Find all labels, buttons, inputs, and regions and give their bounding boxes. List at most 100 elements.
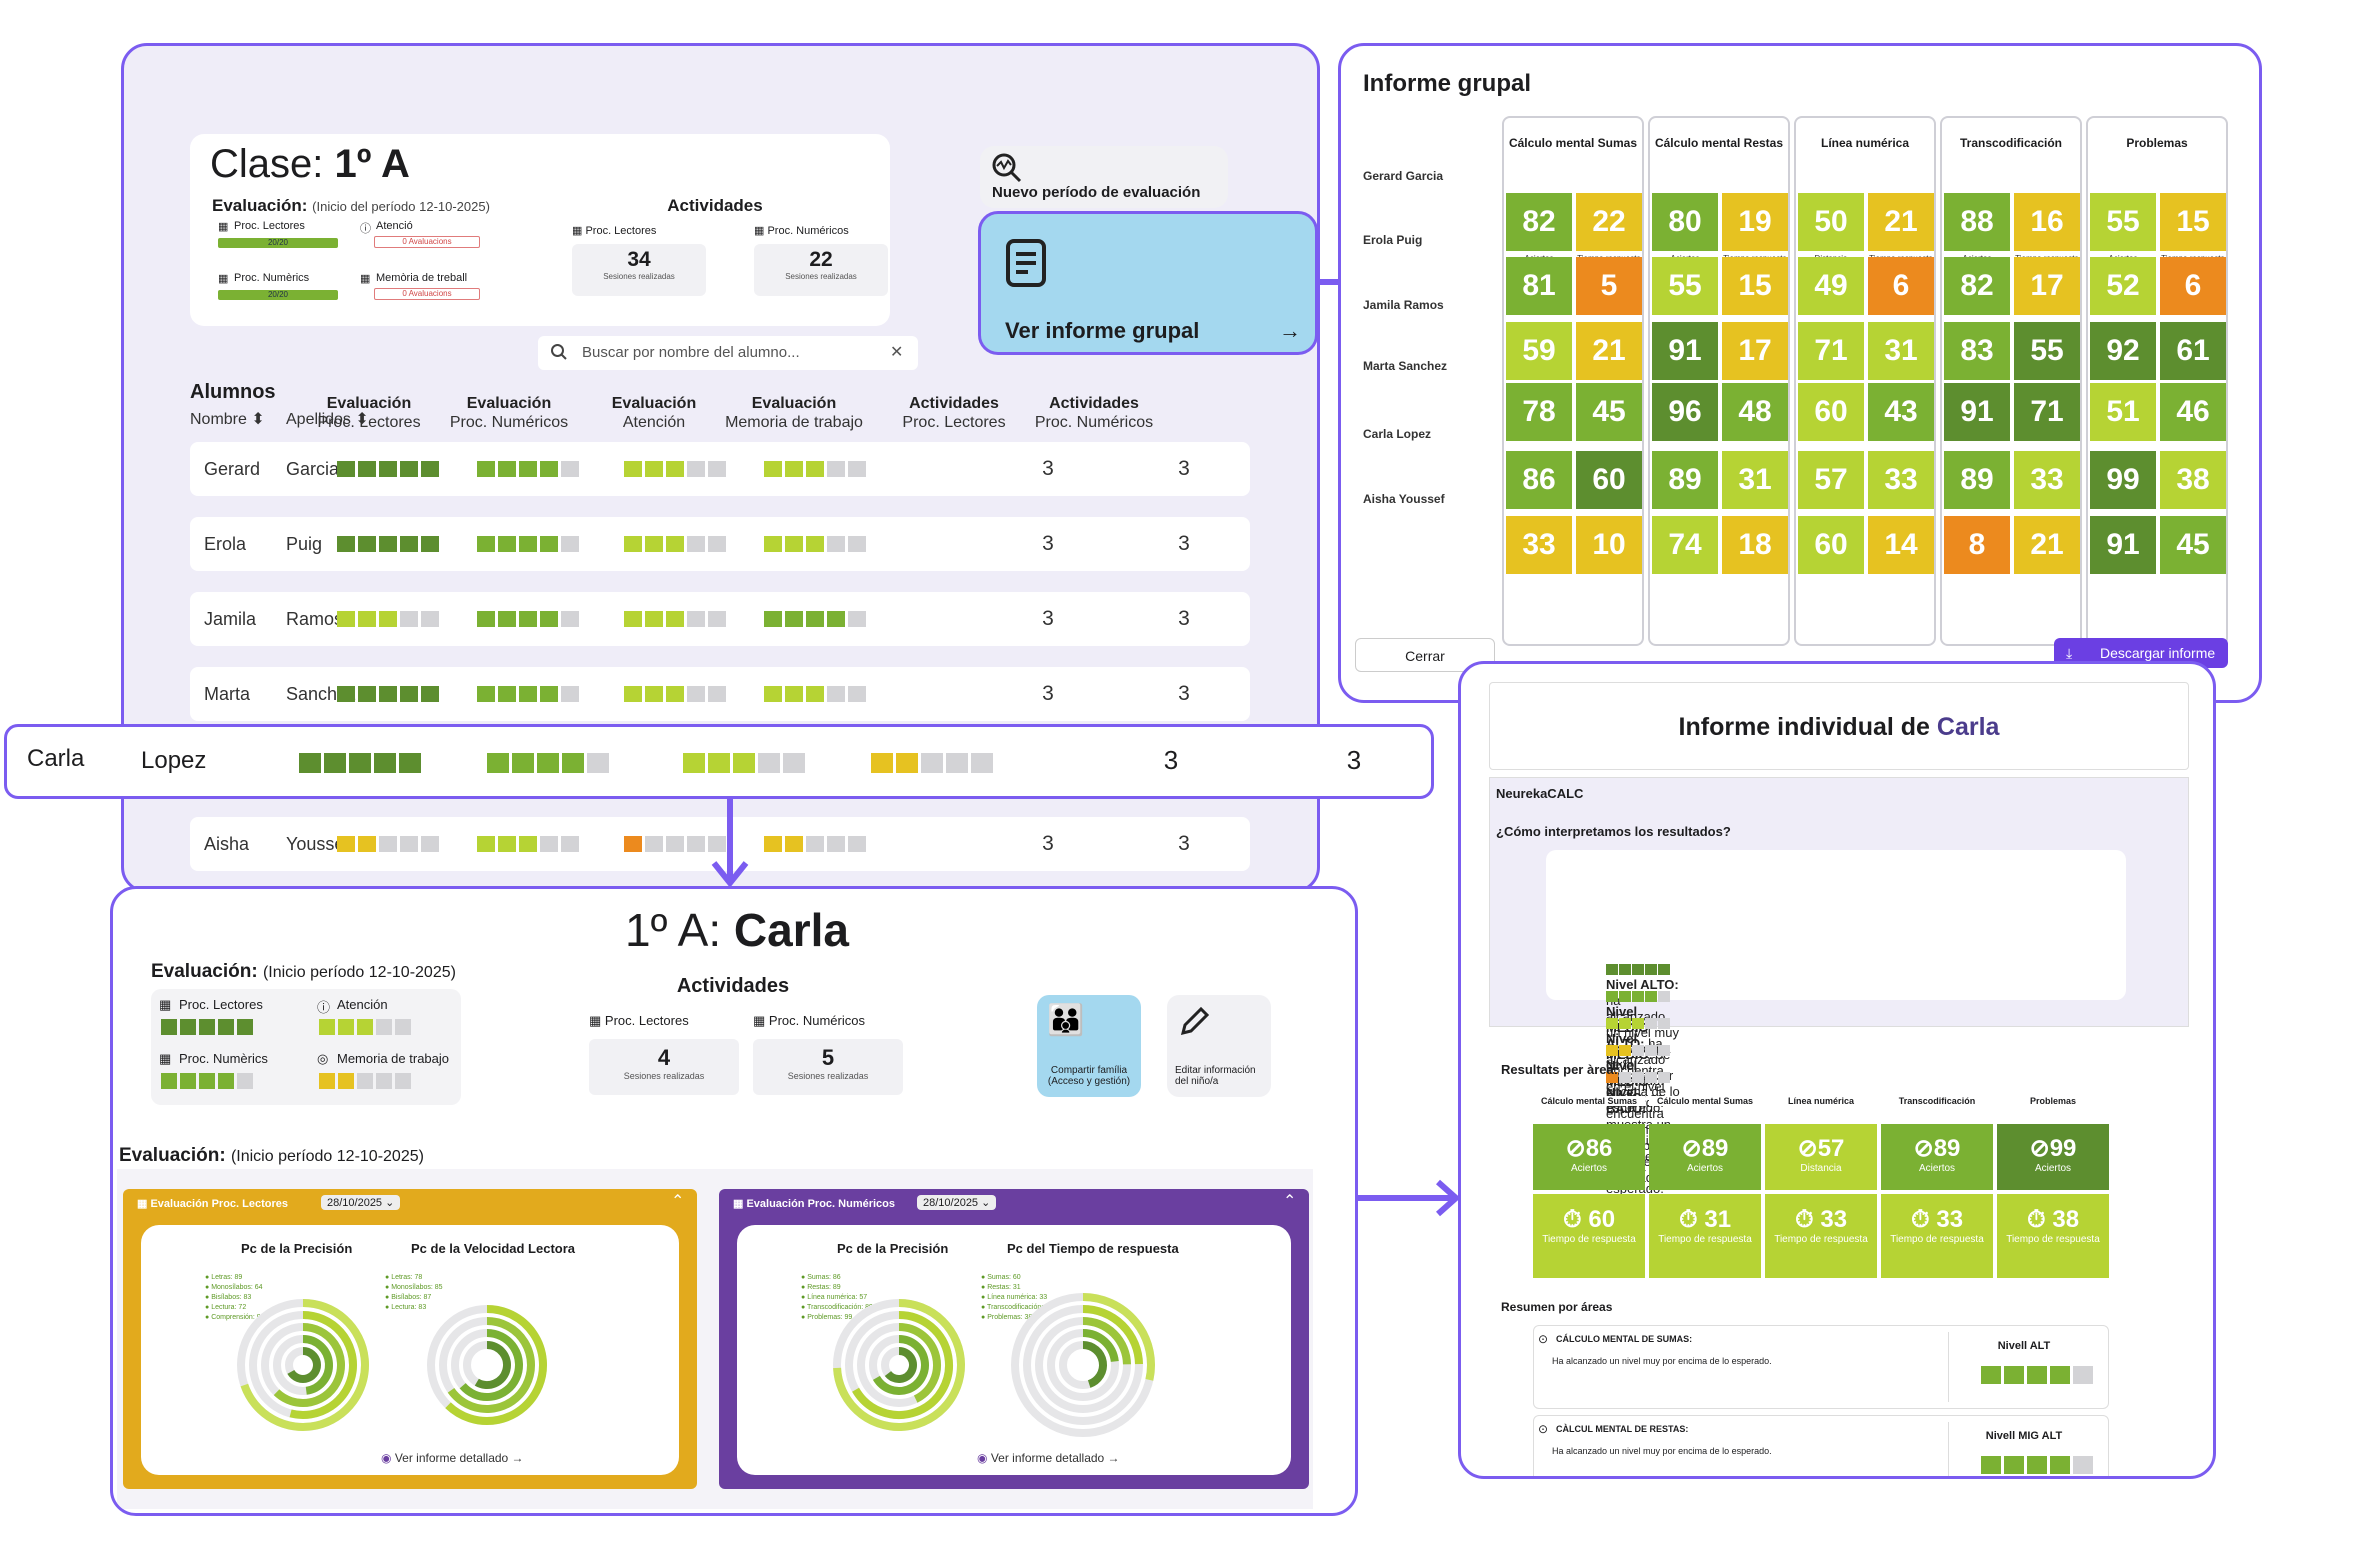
level-square — [379, 836, 397, 852]
sort-name[interactable]: Nombre ⬍ — [190, 409, 265, 429]
chart-second — [387, 1285, 587, 1460]
group-report-button[interactable]: Ver informe grupal → — [978, 211, 1318, 355]
area-name: Cálculo mental Sumas — [1649, 1096, 1761, 1106]
area-time-value: ⏱ 33 — [1881, 1194, 1993, 1234]
group-area-name: Cálculo mental Sumas — [1508, 136, 1638, 150]
activity-label: ▦ Proc. Numéricos — [753, 1013, 865, 1028]
share-family-text: Compartir família (Acceso y gestión) — [1045, 1065, 1133, 1087]
student-row[interactable]: Gerard Garcia 3 3 — [190, 442, 1250, 496]
student-row[interactable]: Marta Sanchez 3 3 — [190, 667, 1250, 721]
search-input[interactable]: Buscar por nombre del alumno... — [582, 344, 800, 361]
group-cell-time: 43 — [1868, 383, 1934, 441]
area-time: ⏱ 31 Tiempo de respuesta — [1649, 1194, 1761, 1278]
mini-eval-label: Proc. Numèrics — [234, 272, 310, 284]
area-score: ⊘89 Aciertos — [1649, 1124, 1761, 1190]
student-row[interactable]: Aisha Youssef 3 3 — [190, 817, 1250, 871]
detailed-report-link[interactable]: ◉ Ver informe detallado → — [977, 1451, 1120, 1465]
legend-item: Comprensión: 93 — [205, 1313, 264, 1323]
radial-arc — [852, 1311, 953, 1419]
student-row[interactable]: Jamila Ramos 3 3 — [190, 592, 1250, 646]
level-square — [319, 1019, 335, 1035]
radial-arc — [445, 1305, 547, 1425]
summary-level: Nivell ALT — [1948, 1332, 2098, 1402]
mini-eval-label: Proc. Lectores — [179, 997, 263, 1012]
class-title-name: 1º A — [334, 142, 410, 186]
group-report-title: Informe grupal — [1363, 70, 1532, 97]
radial-chart — [427, 1305, 547, 1425]
level-square — [806, 836, 824, 852]
legend-item: Lectura: 83 — [385, 1303, 443, 1313]
clock-icon: ⏱ — [1794, 1206, 1821, 1233]
edit-info-button[interactable]: Editar información del niño/a — [1167, 995, 1271, 1097]
chevron-down-icon: ⌄ — [382, 1197, 395, 1209]
group-area-name: Cálculo mental Restas — [1654, 136, 1784, 150]
share-family-button[interactable]: 👪 Compartir família (Acceso y gestión) — [1037, 995, 1141, 1097]
level-square — [1981, 1366, 2001, 1384]
date-select[interactable]: 28/10/2025 ⌄ — [321, 1195, 401, 1210]
group-cell-time: 17 — [1722, 322, 1788, 380]
group-cell-time: 33 — [2014, 451, 2080, 509]
chevron-up-icon[interactable]: ⌃ — [671, 1193, 685, 1210]
column-header-bottom: Atención — [622, 414, 686, 431]
detailed-report-label: Ver informe detallado — [990, 1451, 1105, 1465]
level-square — [421, 461, 439, 477]
area-score-label: Aciertos — [2034, 1163, 2072, 1174]
search-bar[interactable]: Buscar por nombre del alumno... ✕ — [538, 336, 918, 370]
legend-item: Monosílabos: 85 — [385, 1283, 442, 1293]
radial-arc — [833, 1299, 965, 1431]
level-square — [1645, 1018, 1657, 1030]
radial-arc — [1082, 1329, 1119, 1363]
highlighted-student-row[interactable]: Carla Lopez 3 3 — [4, 724, 1434, 799]
level-square — [687, 536, 705, 552]
level-square — [218, 1073, 234, 1089]
individual-report-panel: Informe individual de Carla NeurekaCALC … — [1458, 661, 2216, 1479]
student-row[interactable]: Erola Puig 3 3 — [190, 517, 1250, 571]
activity-sub: Sesiones realizadas — [787, 1071, 869, 1081]
level-square — [519, 611, 537, 627]
magnifier-chart-icon — [988, 150, 1024, 189]
level-square — [645, 836, 663, 852]
mini-eval-icon: ▦ — [159, 1051, 172, 1066]
group-cell-time: 21 — [1576, 322, 1642, 380]
chevron-up-icon[interactable]: ⌃ — [1283, 1193, 1297, 1210]
date-select[interactable]: 28/10/2025 ⌄ — [917, 1195, 997, 1210]
area-time: ⏱ 38 Tiempo de respuesta — [1997, 1194, 2109, 1278]
level-square — [477, 461, 495, 477]
group-area-name: Transcodificación — [1959, 136, 2063, 150]
class-summary-card: Clase: 1º A Evaluación: (Inicio del perí… — [190, 134, 1254, 326]
detailed-report-link[interactable]: ◉ Ver informe detallado → — [381, 1451, 524, 1465]
close-icon[interactable]: ✕ — [890, 344, 904, 361]
group-cell-value: 59 — [1506, 322, 1572, 380]
level-bar — [337, 686, 439, 702]
area-time-label: Tiempo de respuesta — [1890, 1234, 1984, 1245]
group-cell-time: 5 — [1576, 257, 1642, 315]
level-square — [400, 686, 418, 702]
level-square — [561, 611, 579, 627]
title-prefix: Informe individual de — [1678, 713, 1930, 741]
level-square — [319, 1073, 335, 1089]
activity-card: 22 Sesiones realizadas — [754, 244, 888, 296]
level-square — [180, 1019, 196, 1035]
level-square — [1632, 1072, 1644, 1084]
group-report-panel: Informe grupal Gerard Garcia Erola Puig Ja… — [1338, 43, 2262, 703]
arrow-right-icon: → — [1104, 1451, 1120, 1465]
level-square — [487, 753, 509, 773]
group-cell-time: 31 — [1868, 322, 1934, 380]
close-button[interactable]: Cerrar — [1355, 638, 1495, 672]
level-square — [337, 536, 355, 552]
group-cell-time: 16 — [2014, 193, 2080, 251]
sort-surname[interactable]: Apellidos ⬍ — [286, 409, 369, 429]
level-square — [708, 461, 726, 477]
eval-bar — [477, 461, 579, 477]
mini-eval-icon: ⓘ — [360, 223, 371, 235]
mini-eval: ▦ Memòria de treball 0 Avaluacions — [360, 272, 498, 318]
level-bar — [477, 461, 579, 477]
level-bar — [319, 1019, 411, 1035]
target-icon: ⊘ — [1565, 1135, 1586, 1162]
activity-card: 5 Sesiones realizadas — [753, 1039, 903, 1095]
chart-legend: Sumas: 60Restas: 31Línea numérica: 33Tra… — [981, 1273, 1053, 1323]
student-name: Carla — [27, 745, 85, 772]
area-time-label: Tiempo de respuesta — [2006, 1234, 2100, 1245]
mini-eval-icon: ▦ — [159, 997, 172, 1012]
new-period-button[interactable]: Nuevo período de evaluación — [980, 146, 1228, 208]
